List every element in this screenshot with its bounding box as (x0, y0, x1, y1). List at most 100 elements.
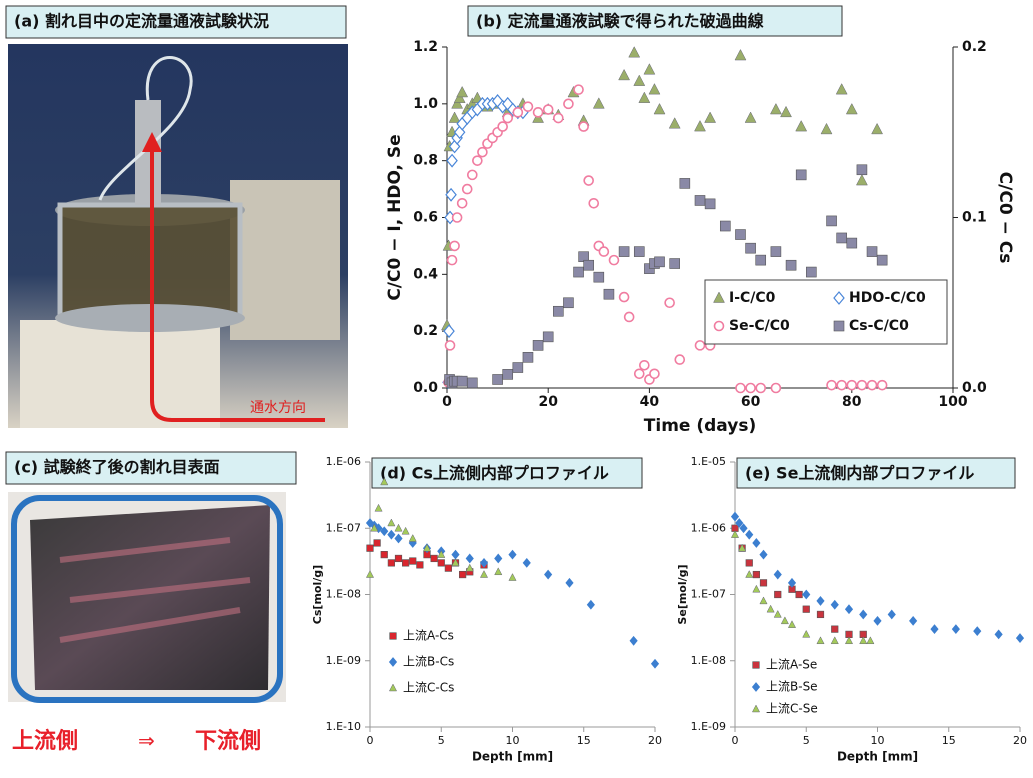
data-point (592, 97, 605, 109)
x-tick-label: 100 (938, 394, 967, 410)
data-point (448, 139, 461, 154)
data-point (542, 104, 554, 115)
legend-label: 上流A-Se (766, 658, 817, 672)
data-point (846, 237, 858, 249)
data-point (802, 629, 811, 638)
data-point (502, 112, 514, 124)
legend-marker (713, 291, 725, 303)
data-point (806, 266, 817, 278)
x-tick-label: 0 (732, 734, 739, 747)
data-point (648, 83, 661, 95)
data-point (845, 102, 858, 115)
data-point (876, 254, 888, 266)
data-point (416, 561, 424, 569)
data-point (871, 122, 884, 135)
y-tick-label: 1.E-09 (326, 654, 361, 667)
data-point (679, 178, 691, 189)
legend-label: 上流C-Cs (403, 681, 454, 695)
data-point (553, 305, 564, 317)
data-point (816, 596, 825, 606)
legend-marker (751, 704, 761, 713)
data-point (773, 609, 782, 618)
data-point (730, 511, 740, 522)
data-point (856, 379, 868, 391)
data-point (795, 120, 808, 132)
data-point (588, 197, 600, 209)
data-point (394, 554, 403, 563)
data-point (694, 195, 706, 206)
data-point (522, 352, 534, 363)
data-point (451, 549, 460, 560)
legend-label: 上流B-Cs (403, 655, 454, 669)
title-box (5, 5, 347, 39)
data-point (745, 570, 754, 578)
data-point (735, 518, 744, 528)
data-point (752, 538, 761, 548)
data-point (578, 121, 589, 132)
data-point (453, 91, 466, 103)
x-tick-label: 10 (871, 734, 885, 747)
data-point (694, 120, 706, 132)
data-point (780, 105, 792, 118)
data-point (598, 246, 610, 257)
data-point (593, 271, 605, 283)
data-point (451, 212, 463, 223)
data-point (633, 246, 645, 257)
data-point (866, 636, 875, 645)
data-point (802, 605, 810, 613)
photo-title: (a) 割れ目中の定流量通液試験状況 (14, 12, 269, 31)
data-point (650, 658, 660, 669)
data-point (401, 526, 410, 535)
x-tick-label: 0 (442, 394, 452, 410)
data-point (446, 153, 458, 168)
legend-label: I-C/C0 (729, 290, 776, 306)
data-point (492, 374, 503, 385)
data-point (816, 636, 825, 645)
data-point (846, 379, 858, 391)
data-point (653, 102, 666, 115)
legend-marker (713, 320, 725, 332)
data-point (451, 558, 460, 567)
data-point (444, 564, 452, 572)
data-point (826, 215, 837, 227)
data-point (745, 382, 756, 394)
photo-c (8, 492, 286, 703)
chart-title: (d) Cs上流側内部プロファイル (380, 464, 609, 483)
data-point (1015, 633, 1025, 643)
x-tick-label: 40 (640, 394, 660, 410)
x-tick-label: 60 (741, 394, 761, 410)
data-point (456, 85, 469, 98)
title-box (736, 457, 1016, 489)
x-axis-label: Depth [mm] (837, 750, 918, 764)
y-tick-label: 1.E-06 (326, 455, 361, 468)
y2-tick-label: 0.2 (962, 39, 987, 55)
y-axis-label: C/C0 − I, HDO, Se (385, 134, 405, 300)
data-point (876, 379, 888, 391)
data-point (745, 242, 756, 254)
data-point (422, 543, 432, 552)
data-point (449, 240, 460, 252)
data-point (408, 534, 417, 542)
data-point (704, 111, 717, 123)
data-point (437, 559, 445, 567)
data-point (704, 198, 716, 210)
data-point (380, 477, 389, 486)
data-point (522, 101, 534, 112)
data-point (830, 599, 839, 610)
data-point (752, 570, 760, 579)
data-point (479, 557, 489, 568)
data-point (437, 550, 446, 558)
data-point (365, 570, 375, 578)
data-point (887, 609, 896, 620)
y-tick-label: 1.E-08 (691, 654, 726, 667)
data-point (787, 620, 797, 628)
data-point (508, 549, 517, 560)
data-point (836, 379, 847, 391)
data-point (752, 584, 761, 593)
data-point (774, 590, 782, 599)
data-point (583, 175, 594, 186)
y-tick-label: 1.E-10 (326, 720, 361, 733)
data-point (456, 375, 468, 387)
y-axis-label: Se[mol/g] (676, 564, 689, 624)
data-point (759, 549, 768, 560)
